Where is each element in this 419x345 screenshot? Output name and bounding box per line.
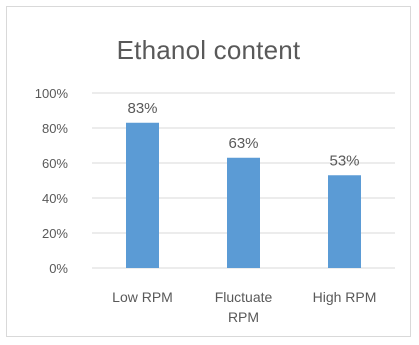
y-tick-label: 100% (35, 86, 69, 101)
data-label: 53% (329, 152, 359, 169)
data-label: 63% (228, 135, 258, 152)
y-tick-label: 0% (49, 261, 68, 276)
bar (126, 122, 159, 268)
y-tick-label: 60% (42, 156, 68, 171)
category-label: Low RPM (112, 289, 173, 305)
category-label-line: Fluctuate (215, 289, 273, 305)
chart-frame: Ethanol content (6, 6, 411, 337)
category-label: Fluctuate RPM (215, 289, 273, 325)
bar (227, 157, 260, 268)
category-label: High RPM (313, 289, 377, 305)
chart-title: Ethanol content (116, 35, 301, 65)
category-label-line: Low RPM (112, 289, 173, 305)
y-tick-label: 80% (42, 121, 68, 136)
y-tick-label: 40% (42, 191, 68, 206)
bar (328, 175, 361, 268)
y-tick-label: 20% (42, 226, 68, 241)
category-label-line: RPM (228, 309, 259, 325)
category-label-line: High RPM (313, 289, 377, 305)
data-label: 83% (127, 100, 157, 117)
